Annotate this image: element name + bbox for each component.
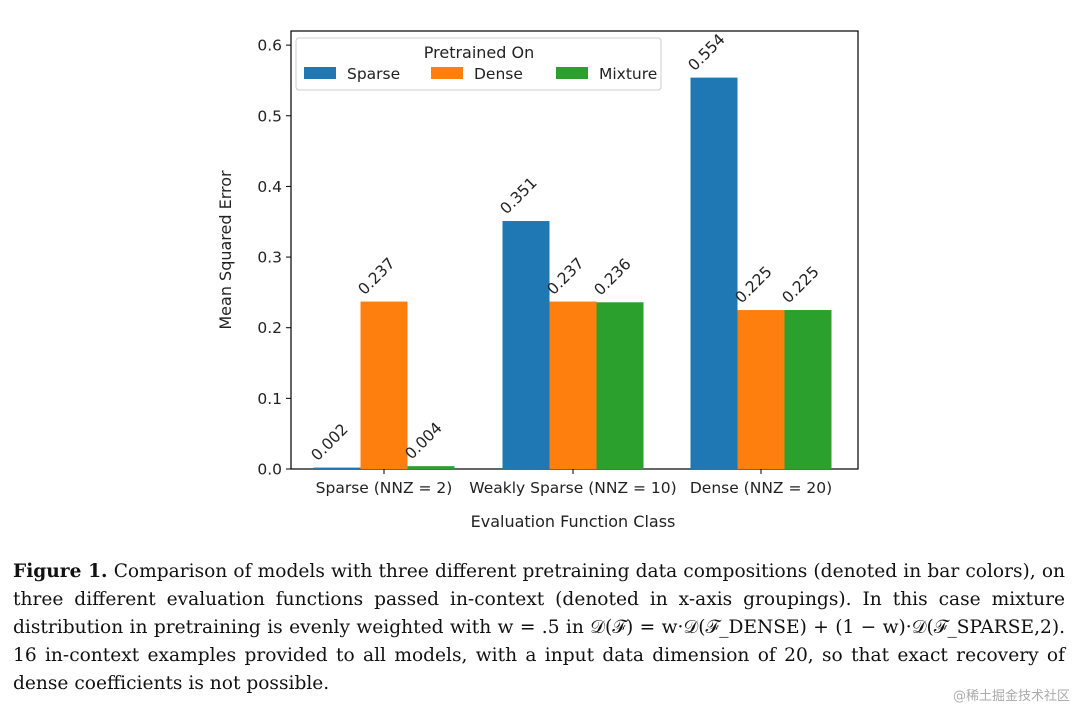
y-tick-label: 0.5 — [257, 107, 282, 125]
caption-text: Comparison of models with three differen… — [13, 561, 1066, 694]
x-tick-label: Dense (NNZ = 20) — [690, 479, 832, 497]
x-axis: Sparse (NNZ = 2) Weakly Sparse (NNZ = 10)… — [316, 469, 832, 497]
legend-swatch — [431, 67, 463, 79]
legend-label: Mixture — [599, 65, 657, 83]
legend: Pretrained On Sparse Dense Mixture — [295, 37, 662, 91]
data-label: 0.351 — [497, 174, 541, 218]
bar-mixture — [407, 466, 455, 469]
y-tick-label: 0.4 — [257, 178, 282, 196]
x-tick-label: Weakly Sparse (NNZ = 10) — [469, 479, 676, 497]
bar-sparse — [690, 77, 738, 470]
y-tick-label: 0.2 — [257, 319, 282, 337]
legend-title: Pretrained On — [424, 43, 535, 62]
y-axis-label: Mean Squared Error — [216, 170, 235, 330]
bar-mixture — [784, 310, 832, 469]
caption-label: Figure 1. — [13, 561, 108, 582]
y-tick-label: 0.3 — [257, 249, 282, 267]
data-label: 0.554 — [685, 30, 729, 74]
legend-label: Dense — [474, 65, 523, 83]
bar-mixture — [596, 302, 644, 469]
figure-caption: Figure 1. Comparison of models with thre… — [13, 558, 1065, 698]
y-tick-label: 0.1 — [257, 390, 282, 408]
legend-swatch — [304, 67, 336, 79]
data-label: 0.002 — [308, 420, 352, 464]
bar-dense — [737, 310, 785, 469]
data-label: 0.237 — [544, 254, 588, 298]
y-tick-label: 0.0 — [257, 461, 282, 479]
x-tick-label: Sparse (NNZ = 2) — [316, 479, 453, 497]
y-axis: 0.0 0.1 0.2 0.3 0.4 0.5 0.6 — [257, 37, 291, 479]
data-label: 0.004 — [402, 419, 446, 463]
data-label: 0.225 — [779, 263, 823, 307]
x-axis-label: Evaluation Function Class — [471, 512, 676, 531]
data-label: 0.236 — [591, 255, 635, 299]
legend-label: Sparse — [347, 65, 400, 83]
data-label: 0.225 — [732, 263, 776, 307]
legend-swatch — [556, 67, 588, 79]
bar-dense — [549, 301, 597, 469]
bar-sparse — [313, 467, 361, 469]
watermark: @稀土掘金技术社区 — [952, 689, 1070, 704]
bar-sparse — [502, 221, 550, 469]
y-tick-label: 0.6 — [257, 37, 282, 55]
bar-dense — [360, 301, 408, 469]
data-label: 0.237 — [355, 254, 399, 298]
